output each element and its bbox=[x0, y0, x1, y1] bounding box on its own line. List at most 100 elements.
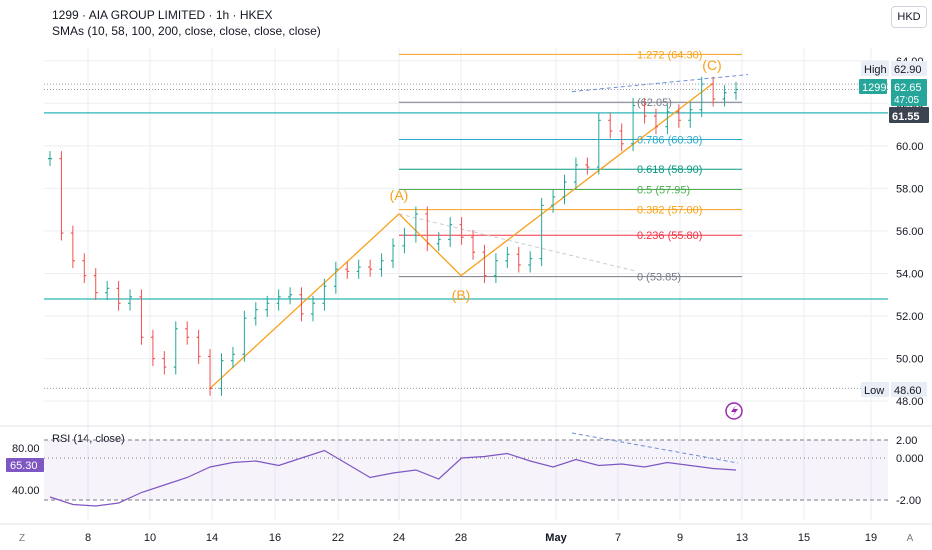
candle bbox=[310, 295, 315, 322]
rsi-left-tick: 40.00 bbox=[12, 485, 40, 497]
rsi-current-bg bbox=[6, 458, 44, 472]
candle bbox=[128, 289, 133, 311]
candle bbox=[242, 310, 247, 362]
price-tick-label: 50.00 bbox=[896, 354, 924, 366]
candle bbox=[722, 85, 727, 107]
rsi-right-tick: -2.00 bbox=[896, 495, 921, 507]
rsi-pane: 2.00 0.000 -2.00 80.00 40.00 65.30 bbox=[0, 425, 932, 507]
candle bbox=[471, 229, 476, 260]
candle bbox=[368, 259, 373, 277]
price-tick-label: 60.00 bbox=[896, 141, 924, 153]
candle bbox=[265, 295, 270, 318]
candle bbox=[116, 280, 121, 311]
sma-indicator-legend[interactable]: SMAs (10, 58, 100, 200, close, close, cl… bbox=[52, 24, 321, 38]
candle bbox=[573, 157, 578, 190]
rsi-left-tick: 80.00 bbox=[12, 443, 40, 455]
candle bbox=[105, 280, 110, 301]
candle bbox=[230, 346, 235, 369]
chart-title: 1299 · AIA GROUP LIMITED · 1h · HKEX bbox=[52, 8, 273, 22]
candle bbox=[608, 112, 613, 139]
time-tick-label: 8 bbox=[85, 532, 91, 544]
candle bbox=[596, 112, 601, 175]
fib-level-label: 0.5 (57.95) bbox=[637, 184, 690, 196]
level-price-badge: 61.55 bbox=[892, 111, 920, 123]
candle bbox=[333, 261, 338, 294]
price-tick-label: 58.00 bbox=[896, 183, 924, 195]
auto-scale-icon: A bbox=[907, 533, 914, 544]
trend-projection-line bbox=[398, 213, 638, 272]
fib-level-label: (62.05) bbox=[637, 97, 672, 109]
candle bbox=[150, 329, 155, 367]
time-tick-label: 9 bbox=[677, 532, 683, 544]
time-tick-label: May bbox=[545, 532, 567, 544]
candle bbox=[276, 289, 281, 311]
time-tick-label: 19 bbox=[865, 532, 877, 544]
high-value-bg bbox=[891, 61, 927, 76]
candle bbox=[688, 102, 693, 128]
time-tick-label: 7 bbox=[615, 532, 621, 544]
candle bbox=[493, 253, 498, 284]
candle bbox=[59, 151, 64, 241]
fib-level-label: 0.618 (58.90) bbox=[637, 164, 702, 176]
price-tick-label: 54.00 bbox=[896, 268, 924, 280]
time-tick-label: 28 bbox=[455, 532, 467, 544]
fib-level-label: 0.786 (60.30) bbox=[637, 134, 702, 146]
currency-button[interactable]: HKD bbox=[891, 6, 927, 28]
candle bbox=[139, 289, 144, 345]
candle bbox=[711, 76, 716, 107]
candle bbox=[676, 104, 681, 128]
symbol-badge: 1299 bbox=[862, 82, 886, 94]
rsi-band bbox=[44, 440, 888, 500]
countdown-badge-bg bbox=[891, 92, 927, 106]
fib-level-label: 0 (53.85) bbox=[637, 272, 681, 284]
candle bbox=[219, 353, 224, 396]
candle bbox=[345, 261, 350, 279]
candle bbox=[482, 244, 487, 284]
zoom-icon: Z bbox=[19, 533, 25, 544]
wave-label: (B) bbox=[452, 287, 471, 303]
candle bbox=[185, 321, 190, 345]
candle bbox=[208, 348, 213, 396]
low-label: Low bbox=[864, 385, 884, 397]
candle bbox=[436, 232, 441, 252]
time-tick-label: 10 bbox=[144, 532, 156, 544]
horizontal-levels bbox=[44, 83, 888, 389]
candle bbox=[642, 97, 647, 124]
candle bbox=[356, 259, 361, 279]
candle bbox=[539, 197, 544, 267]
candle bbox=[253, 302, 258, 326]
rsi-current-value: 65.30 bbox=[10, 460, 38, 472]
candle bbox=[413, 206, 418, 243]
rsi-right-tick: 2.00 bbox=[896, 435, 917, 447]
level-price-badge-bg bbox=[889, 107, 929, 123]
rsi-right-tick: 0.000 bbox=[896, 453, 924, 465]
candle bbox=[299, 287, 304, 322]
time-tick-label: 22 bbox=[332, 532, 344, 544]
candle bbox=[699, 76, 704, 118]
time-tick-label: 13 bbox=[736, 532, 748, 544]
last-price-badge-bg bbox=[891, 79, 927, 94]
candle bbox=[585, 157, 590, 175]
candle bbox=[288, 287, 293, 305]
time-tick-label: 16 bbox=[269, 532, 281, 544]
candle bbox=[48, 151, 52, 167]
candle bbox=[402, 227, 407, 254]
price-tick-label: 56.00 bbox=[896, 226, 924, 238]
candle bbox=[619, 123, 624, 152]
high-label: High bbox=[864, 64, 887, 76]
candle bbox=[653, 108, 658, 135]
candle bbox=[93, 268, 98, 301]
grid bbox=[44, 48, 888, 520]
candle bbox=[82, 253, 87, 284]
rsi-line bbox=[49, 449, 737, 507]
wave-path bbox=[209, 83, 713, 389]
candle bbox=[631, 97, 636, 152]
price-tick-label: 52.00 bbox=[896, 311, 924, 323]
elliott-wave: (A) (B) (C) bbox=[209, 57, 749, 389]
time-axis: 8 10 14 16 22 24 28 May 7 9 13 15 19 bbox=[0, 523, 932, 544]
low-value-bg bbox=[891, 382, 927, 397]
candle bbox=[391, 238, 395, 269]
